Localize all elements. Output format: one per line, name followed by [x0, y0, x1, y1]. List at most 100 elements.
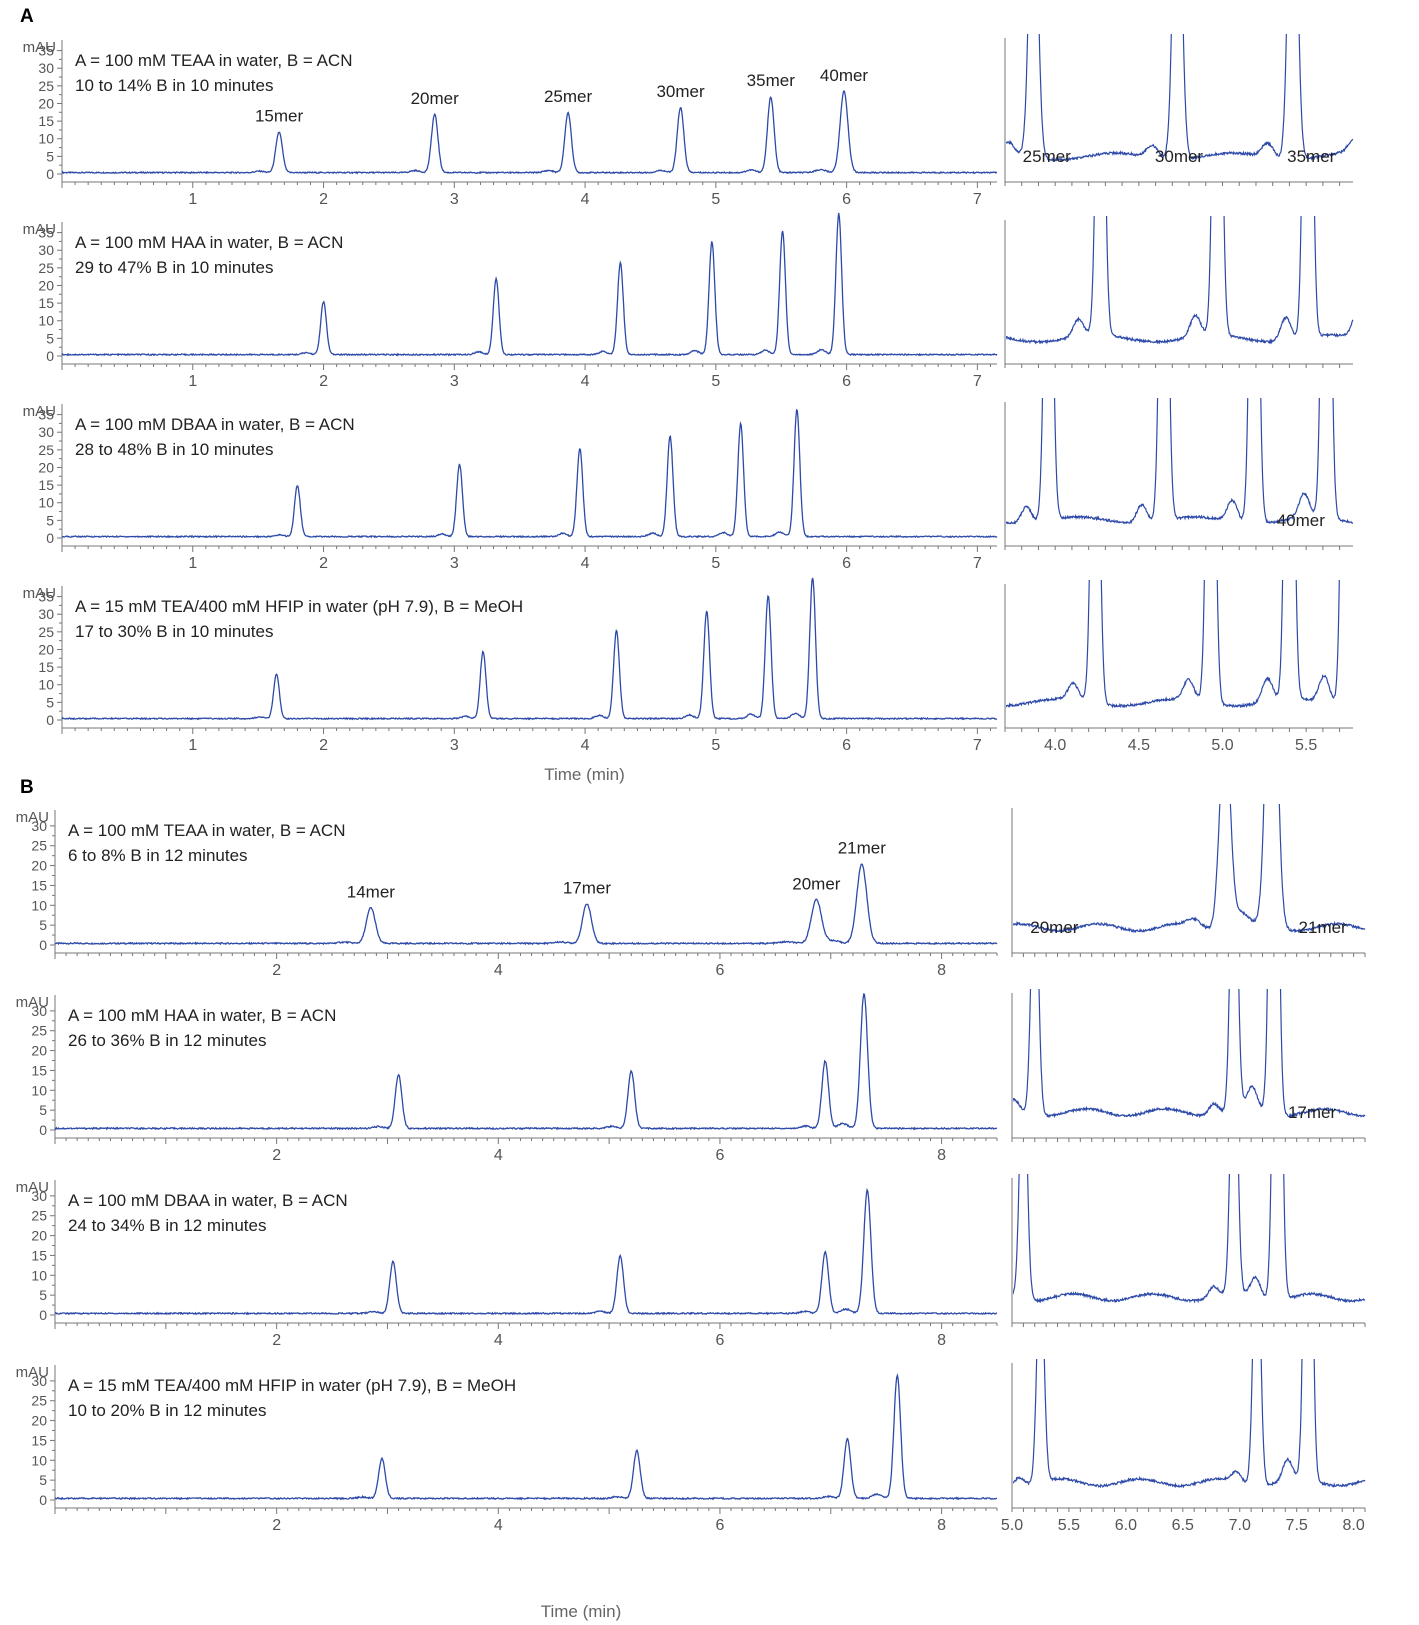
- x-tick-label: 8: [937, 1517, 946, 1534]
- zoom-x-tick-label: 6.0: [1115, 1517, 1137, 1534]
- y-tick-label: 10: [31, 1082, 47, 1098]
- condition-text: A = 100 mM HAA in water, B = ACN: [68, 1006, 336, 1025]
- x-tick-label: 1: [188, 373, 197, 390]
- condition-text: 10 to 14% B in 10 minutes: [75, 76, 273, 95]
- peak-label: 35mer: [747, 71, 796, 90]
- y-tick-label: 0: [39, 937, 47, 953]
- chromatogram-line: [61, 212, 998, 357]
- y-tick-label: 30: [31, 1003, 47, 1019]
- x-tick-label: 2: [272, 962, 281, 979]
- x-tick-label: 4: [494, 962, 503, 979]
- y-tick-label: 0: [46, 348, 54, 364]
- zoom-peak-label: 20mer: [1030, 918, 1079, 937]
- x-tick-label: 8: [937, 962, 946, 979]
- x-tick-label: 5: [711, 191, 720, 208]
- peak-label: 15mer: [255, 106, 304, 125]
- panel-letter: A: [20, 6, 34, 27]
- peak-label: 17mer: [563, 878, 612, 897]
- zoom-x-tick-label: 6.5: [1172, 1517, 1194, 1534]
- y-tick-label: 0: [39, 1307, 47, 1323]
- zoom-x-tick-label: 5.0: [1001, 1517, 1023, 1534]
- y-tick-label: 10: [38, 677, 54, 693]
- condition-text: A = 100 mM TEAA in water, B = ACN: [75, 51, 353, 70]
- condition-text: 17 to 30% B in 10 minutes: [75, 622, 273, 641]
- y-tick-label: 25: [38, 78, 54, 94]
- zoom-inset: 25mer 30mer 35mer: [1004, 34, 1354, 186]
- y-tick-label: 20: [31, 1413, 47, 1429]
- y-tick-label: 10: [31, 1452, 47, 1468]
- y-tick-label: 35: [38, 407, 54, 423]
- panel-letter: B: [20, 777, 34, 798]
- zoom-inset: 40mer: [1004, 398, 1353, 550]
- chromatogram-line: [54, 993, 998, 1131]
- peak-label: 20mer: [792, 874, 841, 893]
- chromatogram-line: [54, 1187, 998, 1316]
- x-tick-label: 8: [937, 1147, 946, 1164]
- y-tick-label: 20: [31, 1043, 47, 1059]
- x-tick-label: 6: [842, 737, 851, 754]
- condition-text: A = 100 mM TEAA in water, B = ACN: [68, 821, 346, 840]
- zoom-x-tick-label: 5.0: [1211, 737, 1233, 754]
- chromatogram-line: [61, 577, 998, 721]
- y-tick-label: 35: [38, 43, 54, 59]
- x-tick-label: 7: [973, 555, 982, 572]
- y-tick-label: 0: [46, 712, 54, 728]
- x-tick-label: 6: [842, 191, 851, 208]
- y-tick-label: 25: [38, 442, 54, 458]
- x-axis-title: Time (min): [544, 765, 625, 784]
- zoom-peak-label: 35mer: [1287, 147, 1336, 166]
- peak-label: 30mer: [656, 82, 705, 101]
- x-tick-label: 3: [450, 373, 459, 390]
- x-tick-label: 6: [715, 1147, 724, 1164]
- y-unit-label: mAU: [23, 403, 56, 420]
- y-tick-label: 30: [38, 60, 54, 76]
- condition-text: 28 to 48% B in 10 minutes: [75, 440, 273, 459]
- y-tick-label: 25: [31, 1023, 47, 1039]
- y-tick-label: 30: [38, 424, 54, 440]
- y-tick-label: 25: [31, 1393, 47, 1409]
- zoom-peak-label: 21mer: [1299, 918, 1348, 937]
- zoom-inset: 17mer: [1011, 989, 1366, 1142]
- x-axis-title: Time (min): [541, 1602, 622, 1621]
- y-tick-label: 30: [31, 1373, 47, 1389]
- peak-label: 14mer: [347, 882, 396, 901]
- x-tick-label: 4: [581, 373, 590, 390]
- peak-label: 20mer: [411, 89, 460, 108]
- x-tick-label: 6: [842, 555, 851, 572]
- y-tick-label: 25: [38, 260, 54, 276]
- y-tick-label: 10: [38, 131, 54, 147]
- condition-text: 26 to 36% B in 12 minutes: [68, 1031, 266, 1050]
- x-tick-label: 4: [581, 737, 590, 754]
- x-tick-label: 2: [319, 191, 328, 208]
- x-tick-label: 5: [711, 737, 720, 754]
- zoom-inset: [1004, 216, 1354, 368]
- zoom-chromatogram-line: [1013, 1359, 1366, 1489]
- zoom-peak-label: 25mer: [1023, 147, 1072, 166]
- peak-label: 25mer: [544, 87, 593, 106]
- y-tick-label: 15: [38, 477, 54, 493]
- y-tick-label: 5: [39, 917, 47, 933]
- x-tick-label: 2: [319, 737, 328, 754]
- x-tick-label: 4: [494, 1517, 503, 1534]
- y-tick-label: 15: [38, 295, 54, 311]
- y-tick-label: 0: [39, 1122, 47, 1138]
- y-tick-label: 25: [31, 1208, 47, 1224]
- x-tick-label: 7: [973, 373, 982, 390]
- y-tick-label: 5: [46, 148, 54, 164]
- y-tick-label: 10: [38, 313, 54, 329]
- y-tick-label: 10: [38, 495, 54, 511]
- zoom-inset: [1011, 1174, 1366, 1327]
- y-unit-label: mAU: [16, 1179, 49, 1196]
- peak-label: 40mer: [820, 66, 869, 85]
- zoom-chromatogram-line: [1013, 989, 1366, 1119]
- x-tick-label: 4: [581, 191, 590, 208]
- y-tick-label: 15: [31, 1432, 47, 1448]
- zoom-inset: 5.0 5.5 6.0 6.5 7.0 7.5 8.0: [1001, 1359, 1366, 1534]
- zoom-x-tick-label: 5.5: [1295, 737, 1317, 754]
- y-tick-label: 5: [46, 512, 54, 528]
